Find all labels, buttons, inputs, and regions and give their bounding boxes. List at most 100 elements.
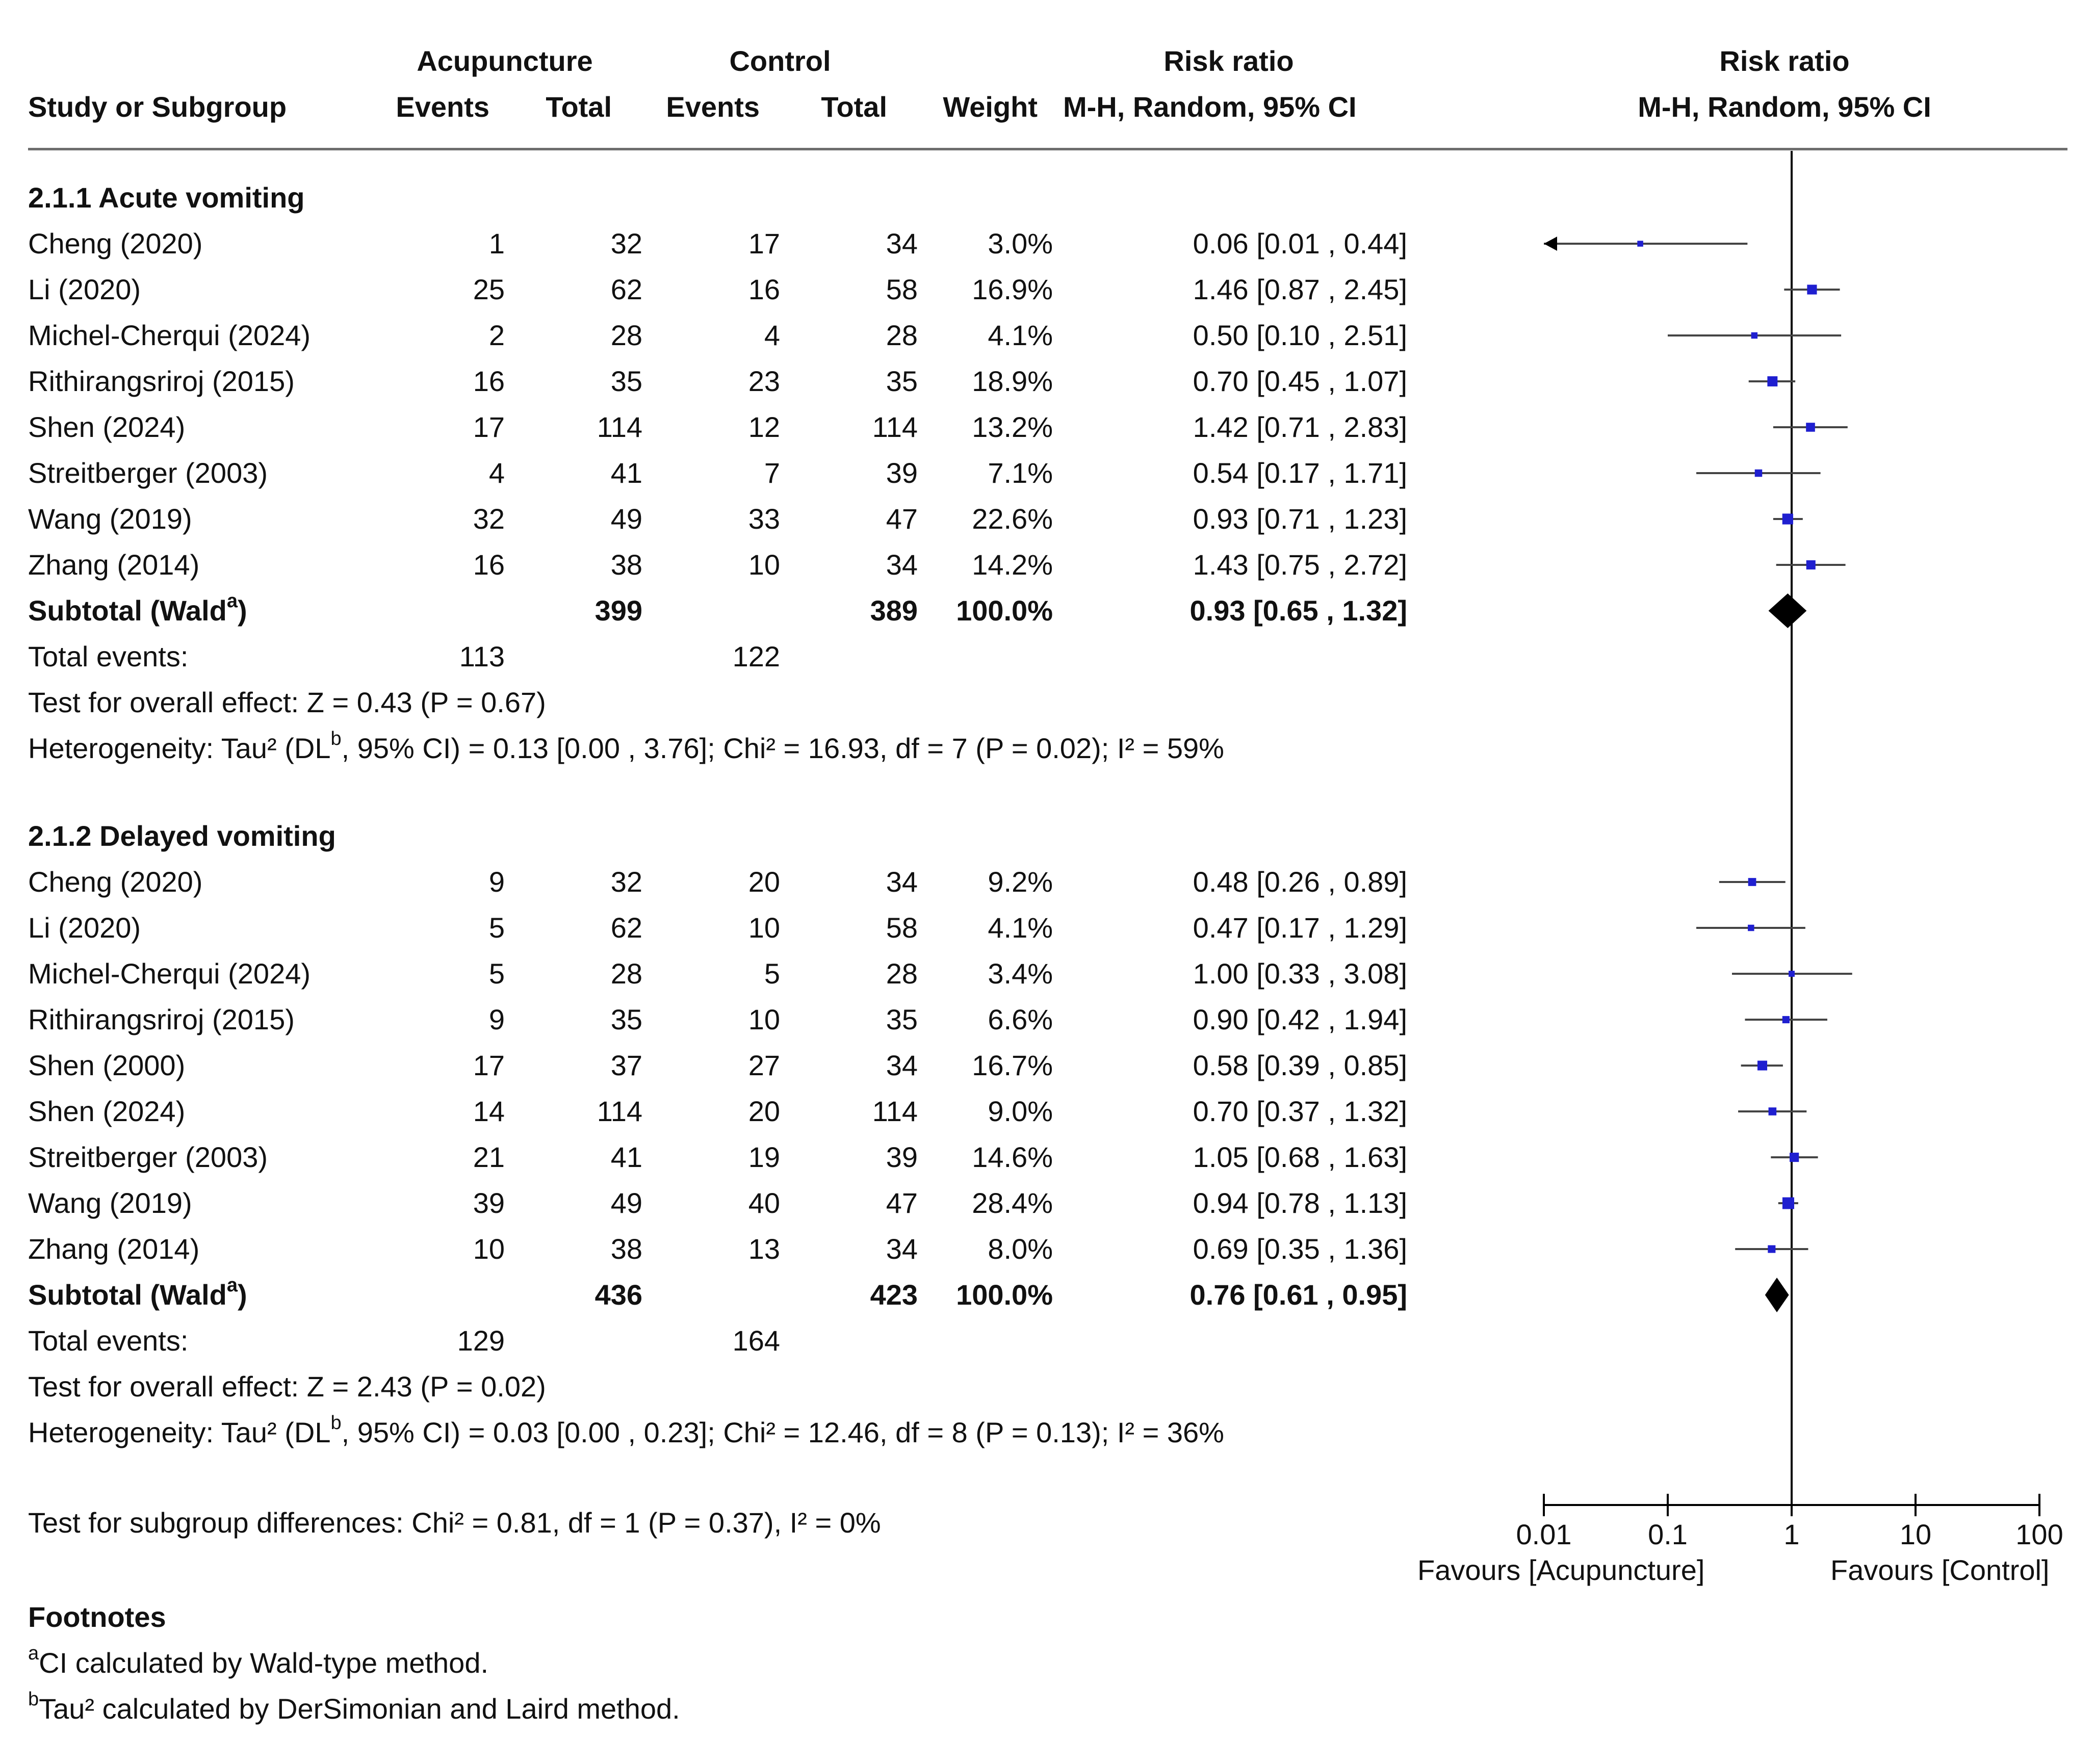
header-divider — [28, 148, 2067, 150]
study-point-estimate — [1754, 469, 1763, 477]
heterogeneity-line: Heterogeneity: Tau² (DLb, 95% CI) = 0.03… — [28, 1413, 1224, 1449]
header-group-control: Control — [729, 45, 831, 77]
footnote-b-marker: b — [28, 1689, 39, 1710]
heterogeneity-line: Heterogeneity: Tau² (DLb, 95% CI) = 0.13… — [28, 729, 1224, 765]
study-point-estimate — [1637, 241, 1643, 247]
study-risk-ratio-ci: 0.94 [0.78 , 1.13] — [1193, 1187, 1407, 1219]
total-control: 58 — [886, 912, 918, 944]
events-control: 4 — [764, 319, 780, 351]
total-acupuncture: 49 — [610, 503, 642, 535]
header-weight: Weight — [943, 91, 1038, 123]
heterogeneity-footnote-marker: b — [330, 728, 342, 750]
header-events-acupuncture: Events — [396, 91, 489, 123]
study-weight: 4.1% — [988, 912, 1053, 944]
study-point-estimate — [1768, 1245, 1776, 1253]
subtotal-risk-ratio-ci: 0.93 [0.65 , 1.32] — [1189, 594, 1407, 627]
axis-tick-label: 100 — [2015, 1518, 2063, 1550]
events-acupuncture: 25 — [473, 273, 505, 305]
subgroup-title: 2.1.1 Acute vomiting — [28, 181, 305, 214]
subtotal-close: ) — [238, 1279, 247, 1311]
study-risk-ratio-ci: 0.47 [0.17 , 1.29] — [1193, 912, 1407, 944]
events-control: 23 — [748, 365, 780, 397]
events-acupuncture: 17 — [473, 1049, 505, 1081]
events-acupuncture: 14 — [473, 1095, 505, 1127]
total-events-control: 164 — [732, 1325, 780, 1357]
header-study: Study or Subgroup — [28, 91, 287, 123]
heterogeneity-text-start: Heterogeneity: Tau² (DL — [28, 1416, 331, 1448]
subtotal-label: Subtotal (Walda) — [28, 1276, 247, 1311]
pooled-effect-diamond — [1768, 593, 1807, 628]
study-weight: 16.9% — [972, 273, 1053, 305]
events-acupuncture: 1 — [488, 227, 505, 260]
subtotal-total-control: 389 — [870, 594, 918, 627]
total-control: 34 — [886, 549, 918, 581]
total-acupuncture: 28 — [610, 319, 642, 351]
study-name: Michel-Cherqui (2024) — [28, 957, 311, 990]
study-point-estimate — [1748, 878, 1756, 886]
heterogeneity-text-start: Heterogeneity: Tau² (DL — [28, 732, 331, 764]
total-control: 47 — [886, 503, 918, 535]
events-acupuncture: 9 — [488, 1003, 505, 1035]
study-name: Rithirangsriroj (2015) — [28, 1003, 295, 1035]
study-risk-ratio-ci: 1.42 [0.71 , 2.83] — [1193, 411, 1407, 443]
study-risk-ratio-ci: 0.69 [0.35 , 1.36] — [1193, 1233, 1407, 1265]
study-name: Streitberger (2003) — [28, 1141, 268, 1173]
pooled-effect-diamond — [1765, 1278, 1789, 1312]
total-control: 34 — [886, 1049, 918, 1081]
total-control: 35 — [886, 365, 918, 397]
study-point-estimate — [1807, 284, 1817, 295]
total-control: 114 — [872, 411, 918, 443]
footnote-a-text: CI calculated by Wald-type method. — [39, 1647, 489, 1679]
total-control: 114 — [872, 1095, 918, 1127]
axis-tick-label: 0.1 — [1648, 1518, 1688, 1550]
study-name: Rithirangsriroj (2015) — [28, 365, 295, 397]
total-events-label: Total events: — [28, 640, 189, 672]
subtotal-risk-ratio-ci: 0.76 [0.61 , 0.95] — [1189, 1279, 1407, 1311]
total-control: 34 — [886, 227, 918, 260]
events-control: 10 — [748, 549, 780, 581]
study-point-estimate — [1789, 971, 1795, 977]
header-group-acupuncture: Acupuncture — [417, 45, 593, 77]
total-control: 47 — [886, 1187, 918, 1219]
study-weight: 9.0% — [988, 1095, 1053, 1127]
total-acupuncture: 49 — [610, 1187, 642, 1219]
total-events-control: 122 — [732, 640, 780, 672]
header-events-control: Events — [666, 91, 760, 123]
total-control: 34 — [886, 1233, 918, 1265]
study-name: Wang (2019) — [28, 1187, 192, 1219]
header-risk-ratio: Risk ratio — [1163, 45, 1294, 77]
study-risk-ratio-ci: 0.90 [0.42 , 1.94] — [1193, 1003, 1407, 1035]
subtotal-total-acupuncture: 399 — [594, 594, 642, 627]
header-total-control: Total — [821, 91, 887, 123]
study-name: Shen (2024) — [28, 411, 186, 443]
events-control: 13 — [748, 1233, 780, 1265]
heterogeneity-footnote-marker: b — [330, 1412, 342, 1434]
study-weight: 7.1% — [988, 457, 1053, 489]
subtotal-total-control: 423 — [870, 1279, 918, 1311]
events-acupuncture: 4 — [488, 457, 505, 489]
total-control: 39 — [886, 457, 918, 489]
total-acupuncture: 38 — [610, 1233, 642, 1265]
events-control: 16 — [748, 273, 780, 305]
study-name: Michel-Cherqui (2024) — [28, 319, 311, 351]
events-acupuncture: 16 — [473, 549, 505, 581]
study-risk-ratio-ci: 1.46 [0.87 , 2.45] — [1193, 273, 1407, 305]
study-weight: 6.6% — [988, 1003, 1053, 1035]
total-acupuncture: 37 — [610, 1049, 642, 1081]
subtotal-close: ) — [238, 594, 247, 627]
study-weight: 16.7% — [972, 1049, 1053, 1081]
study-name: Li (2020) — [28, 273, 141, 305]
footnote-b: bTau² calculated by DerSimonian and Lair… — [28, 1690, 680, 1725]
study-risk-ratio-ci: 1.05 [0.68 , 1.63] — [1193, 1141, 1407, 1173]
events-acupuncture: 39 — [473, 1187, 505, 1219]
study-risk-ratio-ci: 0.06 [0.01 , 0.44] — [1193, 227, 1407, 260]
subtotal-text: Subtotal (Wald — [28, 1279, 227, 1311]
study-point-estimate — [1782, 513, 1793, 525]
study-weight: 13.2% — [972, 411, 1053, 443]
study-risk-ratio-ci: 0.48 [0.26 , 0.89] — [1193, 866, 1407, 898]
events-acupuncture: 17 — [473, 411, 505, 443]
events-control: 10 — [748, 1003, 780, 1035]
footnote-a: aCI calculated by Wald-type method. — [28, 1644, 489, 1679]
subtotal-weight: 100.0% — [956, 1279, 1053, 1311]
header-plot-risk-ratio: Risk ratio — [1719, 45, 1850, 77]
